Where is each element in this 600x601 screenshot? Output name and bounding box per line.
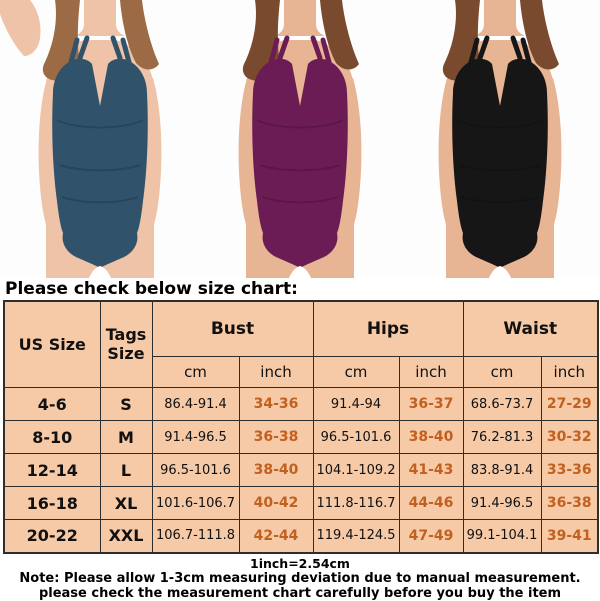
bust-inch-cell: 42-44 [238, 519, 314, 553]
us-size-cell: 12-14 [3, 453, 101, 487]
hips-cm-cell: 91.4-94 [312, 387, 400, 421]
waist-inch-cell: 33-36 [540, 453, 599, 487]
bust-cm-cell: 91.4-96.5 [151, 420, 240, 454]
size-row-xxl: 20-22 XXL 106.7-111.8 42-44 119.4-124.5 … [3, 519, 599, 553]
inch-conversion-note: 1inch=2.54cm [250, 555, 350, 571]
hips-inch-header: inch [398, 356, 464, 388]
hips-inch-cell: 38-40 [398, 420, 464, 454]
size-row-l: 12-14 L 96.5-101.6 38-40 104.1-109.2 41-… [3, 453, 599, 487]
us-size-cell: 4-6 [3, 387, 101, 421]
bust-inch-cell: 34-36 [238, 387, 314, 421]
product-photo-strip [0, 0, 600, 278]
bust-cm-cell: 106.7-111.8 [151, 519, 240, 553]
us-size-header: US Size [3, 300, 101, 388]
bust-cm-header: cm [151, 356, 240, 388]
bust-inch-cell: 36-38 [238, 420, 314, 454]
tankini-illustration-navy [0, 0, 200, 278]
waist-inch-cell: 39-41 [540, 519, 599, 553]
waist-cm-cell: 91.4-96.5 [462, 486, 542, 520]
tags-size-line1: Tags [105, 325, 147, 345]
swimsuit-photo-black [400, 0, 600, 278]
hips-inch-cell: 44-46 [398, 486, 464, 520]
us-size-cell: 8-10 [3, 420, 101, 454]
swimsuit-photo-navy [0, 0, 200, 278]
tags-size-line2: Size [107, 343, 145, 363]
swimsuit-photo-purple [200, 0, 400, 278]
tag-size-cell: XXL [99, 519, 153, 553]
measurement-note-line2: please check the measurement chart caref… [38, 585, 562, 601]
bust-cm-cell: 86.4-91.4 [151, 387, 240, 421]
size-row-m: 8-10 M 91.4-96.5 36-38 96.5-101.6 38-40 … [3, 420, 599, 454]
size-chart-table: US Size Tags Size Bust Hips Waist cm inc… [3, 300, 600, 554]
size-row-s: 4-6 S 86.4-91.4 34-36 91.4-94 36-37 68.6… [3, 387, 599, 421]
tankini-illustration-black [400, 0, 600, 278]
waist-inch-cell: 30-32 [540, 420, 599, 454]
measurement-note-line1: Note: Please allow 1-3cm measuring devia… [19, 570, 581, 586]
hips-cm-header: cm [312, 356, 400, 388]
waist-cm-cell: 83.8-91.4 [462, 453, 542, 487]
hips-cm-cell: 96.5-101.6 [312, 420, 400, 454]
header-row-groups: US Size Tags Size Bust Hips Waist [3, 300, 599, 388]
hips-inch-cell: 41-43 [398, 453, 464, 487]
waist-inch-cell: 36-38 [540, 486, 599, 520]
waist-header: Waist [462, 300, 599, 357]
hips-cm-cell: 104.1-109.2 [312, 453, 400, 487]
tankini-illustration-purple [200, 0, 400, 278]
waist-inch-cell: 27-29 [540, 387, 599, 421]
size-chart-heading: Please check below size chart: [5, 279, 298, 299]
bust-inch-cell: 40-42 [238, 486, 314, 520]
header-row-units: cm inch cm inch cm inch [4, 356, 599, 388]
waist-cm-cell: 68.6-73.7 [462, 387, 542, 421]
hips-cm-cell: 111.8-116.7 [312, 486, 400, 520]
waist-cm-header: cm [462, 356, 542, 388]
bust-inch-header: inch [238, 356, 314, 388]
hips-cm-cell: 119.4-124.5 [312, 519, 400, 553]
tag-size-cell: M [99, 420, 153, 454]
waist-cm-cell: 76.2-81.3 [462, 420, 542, 454]
tag-size-cell: S [99, 387, 153, 421]
us-size-cell: 20-22 [3, 519, 101, 553]
bust-header: Bust [151, 300, 314, 357]
hips-inch-cell: 47-49 [398, 519, 464, 553]
waist-inch-header: inch [540, 356, 599, 388]
us-size-cell: 16-18 [3, 486, 101, 520]
tag-size-cell: XL [99, 486, 153, 520]
tags-size-header: Tags Size [99, 300, 153, 388]
waist-cm-cell: 99.1-104.1 [462, 519, 542, 553]
size-row-xl: 16-18 XL 101.6-106.7 40-42 111.8-116.7 4… [3, 486, 599, 520]
bust-cm-cell: 96.5-101.6 [151, 453, 240, 487]
bust-inch-cell: 38-40 [238, 453, 314, 487]
hips-inch-cell: 36-37 [398, 387, 464, 421]
hips-header: Hips [312, 300, 464, 357]
bust-cm-cell: 101.6-106.7 [151, 486, 240, 520]
tag-size-cell: L [99, 453, 153, 487]
